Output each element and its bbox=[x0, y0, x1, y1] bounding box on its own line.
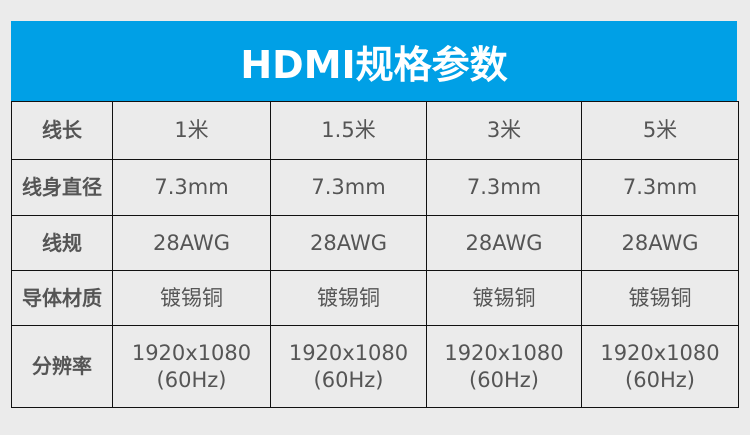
cell-value: 1米 bbox=[174, 118, 209, 142]
row-label: 线长 bbox=[11, 101, 113, 160]
cell-value: 1920x1080 bbox=[444, 340, 564, 365]
cell-value: 7.3mm bbox=[466, 175, 542, 199]
table-cell: 镀锡铜 bbox=[426, 270, 582, 326]
cell-value: 镀锡铜 bbox=[160, 285, 223, 310]
cell-value: 1920x1080 bbox=[131, 340, 252, 365]
table-cell: 7.3mm bbox=[426, 159, 582, 216]
table-row: 线长 1米 1.5米 3米 5米 bbox=[11, 101, 739, 160]
cell-value: 镀锡铜 bbox=[628, 285, 692, 310]
spec-table: 线长 1米 1.5米 3米 5米线身直径 7.3mm 7.3mm 7.3mm 7.3mm 线规 28… bbox=[11, 101, 739, 408]
cell-value: 28AWG bbox=[153, 230, 230, 255]
table-cell: 1920x1080 (60Hz) bbox=[581, 325, 739, 408]
table-cell: 镀锡铜 bbox=[270, 270, 427, 326]
table-cell: 1米 bbox=[112, 101, 271, 160]
table-title: HDMI规格参数 bbox=[11, 21, 737, 101]
cell-value: 镀锡铜 bbox=[317, 285, 380, 310]
cell-value: 7.3mm bbox=[154, 175, 229, 199]
cell-value: 7.3mm bbox=[622, 175, 698, 199]
table-cell: 1920x1080 (60Hz) bbox=[112, 325, 271, 408]
table-cell: 1.5米 bbox=[270, 101, 427, 160]
cell-subvalue: (60Hz) bbox=[156, 367, 227, 392]
cell-subvalue: (60Hz) bbox=[625, 367, 695, 392]
table-cell: 28AWG bbox=[270, 215, 427, 271]
cell-value: 5米 bbox=[642, 118, 678, 142]
cell-value: 28AWG bbox=[465, 230, 543, 255]
table-cell: 7.3mm bbox=[270, 159, 427, 216]
row-label: 导体材质 bbox=[11, 270, 113, 326]
table-cell: 28AWG bbox=[581, 215, 739, 271]
cell-subvalue: (60Hz) bbox=[469, 367, 539, 392]
cell-value: 7.3mm bbox=[311, 175, 386, 199]
table-row: 线身直径 7.3mm 7.3mm 7.3mm 7.3mm bbox=[11, 159, 739, 216]
table-cell: 7.3mm bbox=[581, 159, 739, 216]
cell-subvalue: (60Hz) bbox=[313, 367, 384, 392]
cell-value: 3米 bbox=[486, 118, 522, 142]
cell-value: 1920x1080 bbox=[288, 340, 409, 365]
table-cell: 3米 bbox=[426, 101, 582, 160]
table-cell: 1920x1080 (60Hz) bbox=[270, 325, 427, 408]
table-cell: 1920x1080 (60Hz) bbox=[426, 325, 582, 408]
table-cell: 28AWG bbox=[112, 215, 271, 271]
table-row: 线规 28AWG 28AWG 28AWG 28AWG bbox=[11, 215, 739, 271]
row-label: 分辨率 bbox=[11, 325, 113, 408]
row-label: 线规 bbox=[11, 215, 113, 271]
cell-value: 镀锡铜 bbox=[472, 285, 536, 310]
table-row: 导体材质 镀锡铜 镀锡铜 镀锡铜 镀锡铜 bbox=[11, 270, 739, 326]
cell-value: 1.5米 bbox=[321, 118, 376, 142]
cell-value: 1920x1080 bbox=[600, 340, 720, 365]
table-cell: 镀锡铜 bbox=[581, 270, 739, 326]
table-cell: 7.3mm bbox=[112, 159, 271, 216]
row-label: 线身直径 bbox=[11, 159, 113, 216]
table-row: 分辨率 1920x1080 (60Hz) 1920x1080 (60Hz) 1920x10… bbox=[11, 325, 739, 408]
table-cell: 28AWG bbox=[426, 215, 582, 271]
table-cell: 镀锡铜 bbox=[112, 270, 271, 326]
cell-value: 28AWG bbox=[310, 230, 387, 255]
table-cell: 5米 bbox=[581, 101, 739, 160]
cell-value: 28AWG bbox=[621, 230, 699, 255]
